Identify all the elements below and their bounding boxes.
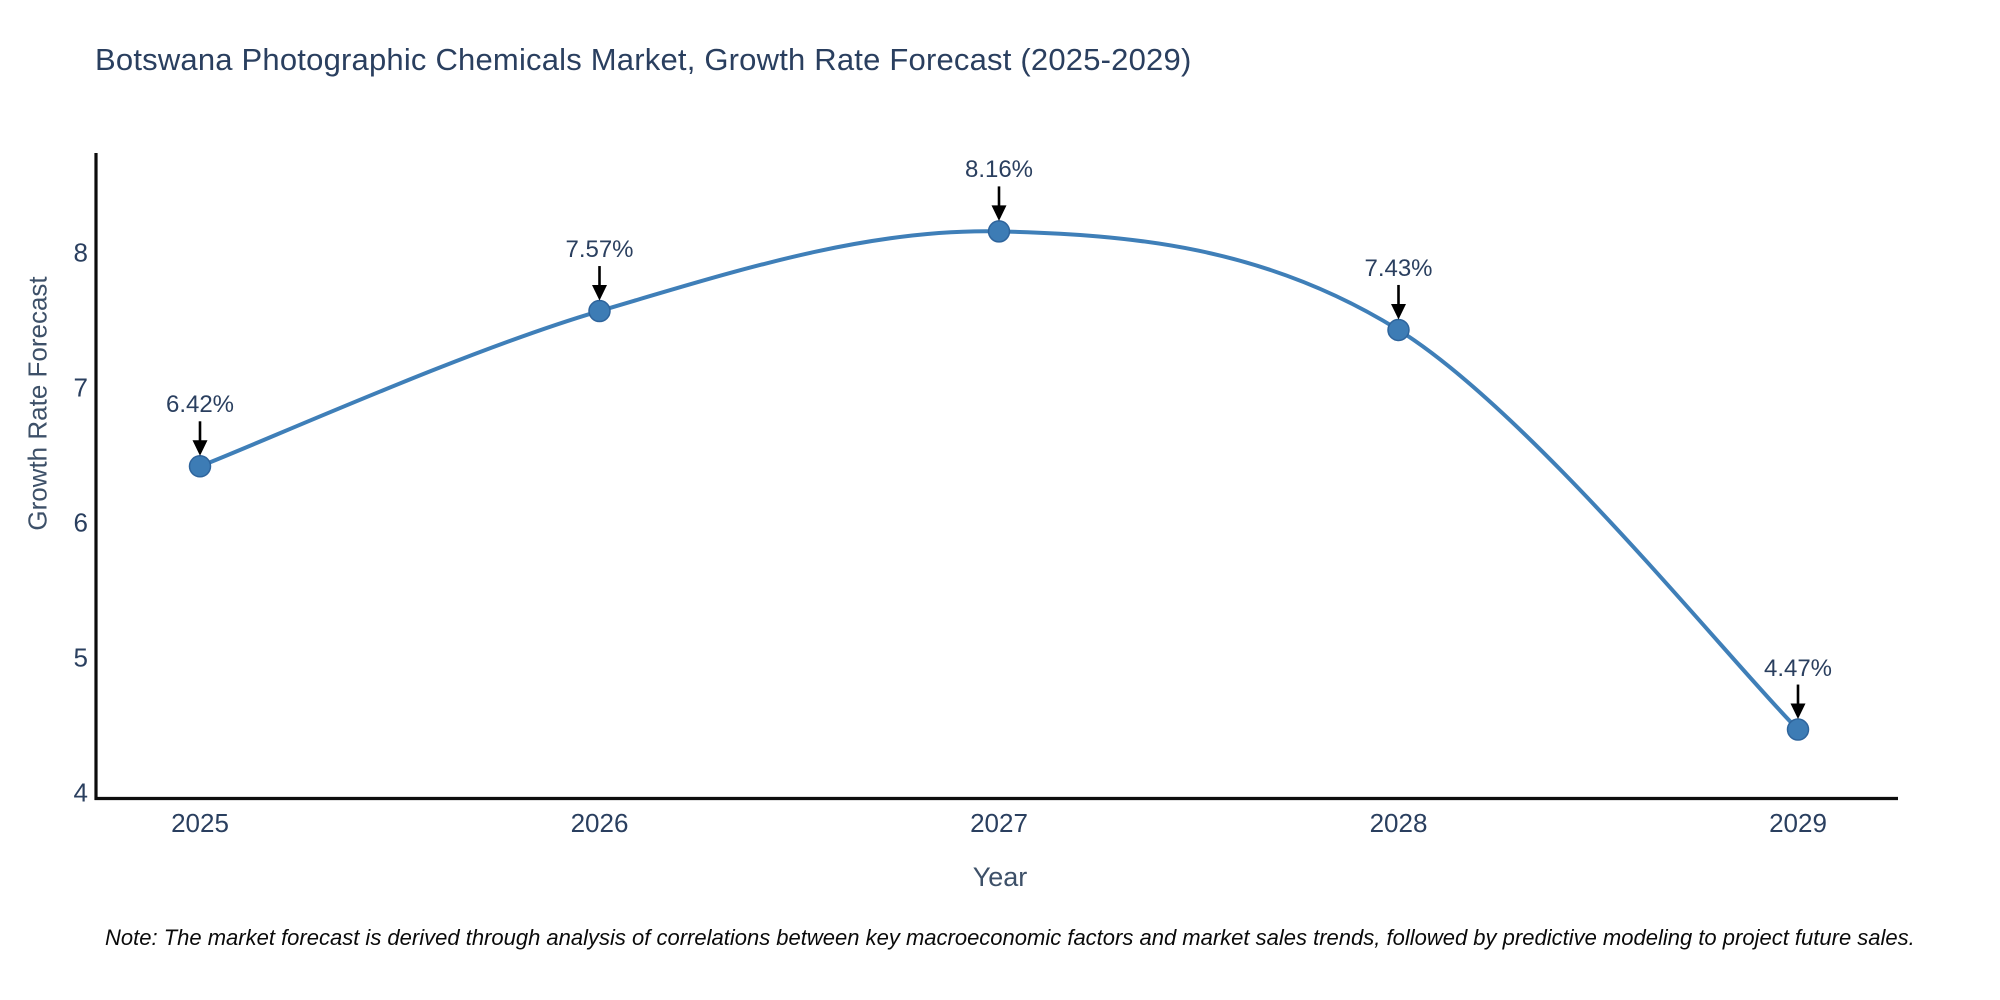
x-tick-label-2025: 2025 (171, 808, 229, 838)
data-point-marker-2025 (188, 455, 212, 478)
y-tick-label-8: 8 (73, 237, 88, 268)
annotation-arrow-2028 (1391, 284, 1406, 320)
y-tick-label-6: 6 (73, 507, 88, 538)
x-tick-label-2026: 2026 (570, 808, 629, 838)
annotation-label-2025: 6.42% (165, 391, 235, 419)
y-tick-label-5: 5 (73, 642, 88, 673)
x-tick-label-2028: 2028 (1369, 808, 1428, 838)
annotation-arrow-2029 (1790, 684, 1806, 720)
x-tick-label-2029: 2029 (1769, 808, 1827, 838)
annotation-arrow-2027 (991, 186, 1007, 221)
annotation-label-2027: 8.16% (964, 156, 1034, 184)
annotation-label-2029: 4.47% (1763, 654, 1833, 682)
data-point-marker-2026 (588, 299, 611, 323)
data-point-marker-2027 (987, 220, 1011, 243)
y-tick-label-7: 7 (73, 372, 88, 403)
annotation-label-2028: 7.43% (1364, 254, 1433, 282)
x-tick-label-2027: 2027 (970, 808, 1028, 838)
annotation-arrow-2026 (592, 266, 607, 301)
footnote: Note: The market forecast is derived thr… (105, 925, 1915, 950)
series-line (199, 229, 1800, 731)
chart-title: Botswana Photographic Chemicals Market, … (95, 42, 1192, 77)
annotation-label-2026: 7.57% (565, 236, 634, 264)
annotation-arrow-2025 (192, 421, 208, 456)
data-point-marker-2028 (1387, 318, 1410, 342)
data-point-marker-2029 (1786, 718, 1810, 741)
y-tick-label-4: 4 (73, 777, 88, 808)
x-axis-title: Year (972, 862, 1028, 892)
